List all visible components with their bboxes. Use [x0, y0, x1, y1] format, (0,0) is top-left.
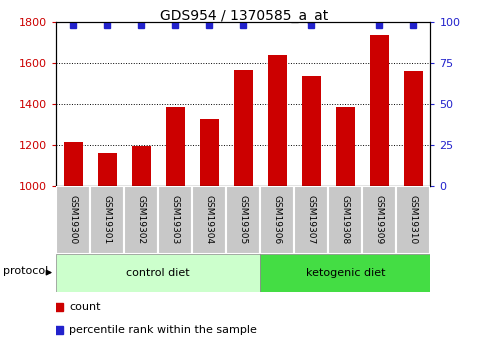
Text: count: count: [69, 302, 101, 312]
Text: GSM19305: GSM19305: [238, 195, 247, 245]
Bar: [132, 146, 150, 186]
Text: GSM19303: GSM19303: [170, 195, 180, 245]
Bar: [56, 186, 90, 254]
Bar: [64, 142, 82, 186]
Bar: [98, 152, 116, 186]
Text: GSM19304: GSM19304: [204, 195, 213, 245]
Text: GSM19309: GSM19309: [374, 195, 383, 245]
Bar: [56, 254, 260, 292]
Bar: [158, 186, 192, 254]
Bar: [192, 186, 226, 254]
Text: GSM19306: GSM19306: [272, 195, 281, 245]
Text: GSM19308: GSM19308: [340, 195, 349, 245]
Bar: [369, 35, 388, 186]
Bar: [260, 186, 294, 254]
Text: percentile rank within the sample: percentile rank within the sample: [69, 325, 257, 335]
Bar: [403, 71, 422, 186]
Bar: [226, 186, 260, 254]
Bar: [90, 186, 124, 254]
Text: GSM19301: GSM19301: [102, 195, 112, 245]
Bar: [165, 107, 184, 186]
Text: protocol: protocol: [3, 266, 48, 276]
Bar: [294, 186, 327, 254]
Bar: [260, 254, 429, 292]
Bar: [233, 70, 252, 186]
Bar: [335, 107, 354, 186]
Text: GSM19300: GSM19300: [69, 195, 78, 245]
Bar: [124, 186, 158, 254]
Text: GSM19307: GSM19307: [306, 195, 315, 245]
Text: ketogenic diet: ketogenic diet: [305, 268, 384, 277]
Text: GDS954 / 1370585_a_at: GDS954 / 1370585_a_at: [160, 9, 328, 23]
Bar: [327, 186, 362, 254]
Bar: [395, 186, 429, 254]
Bar: [301, 76, 320, 186]
Text: GSM19302: GSM19302: [137, 195, 145, 245]
Bar: [200, 119, 218, 186]
Text: control diet: control diet: [126, 268, 190, 277]
Bar: [362, 186, 395, 254]
Bar: [267, 55, 286, 186]
Text: GSM19310: GSM19310: [408, 195, 417, 245]
